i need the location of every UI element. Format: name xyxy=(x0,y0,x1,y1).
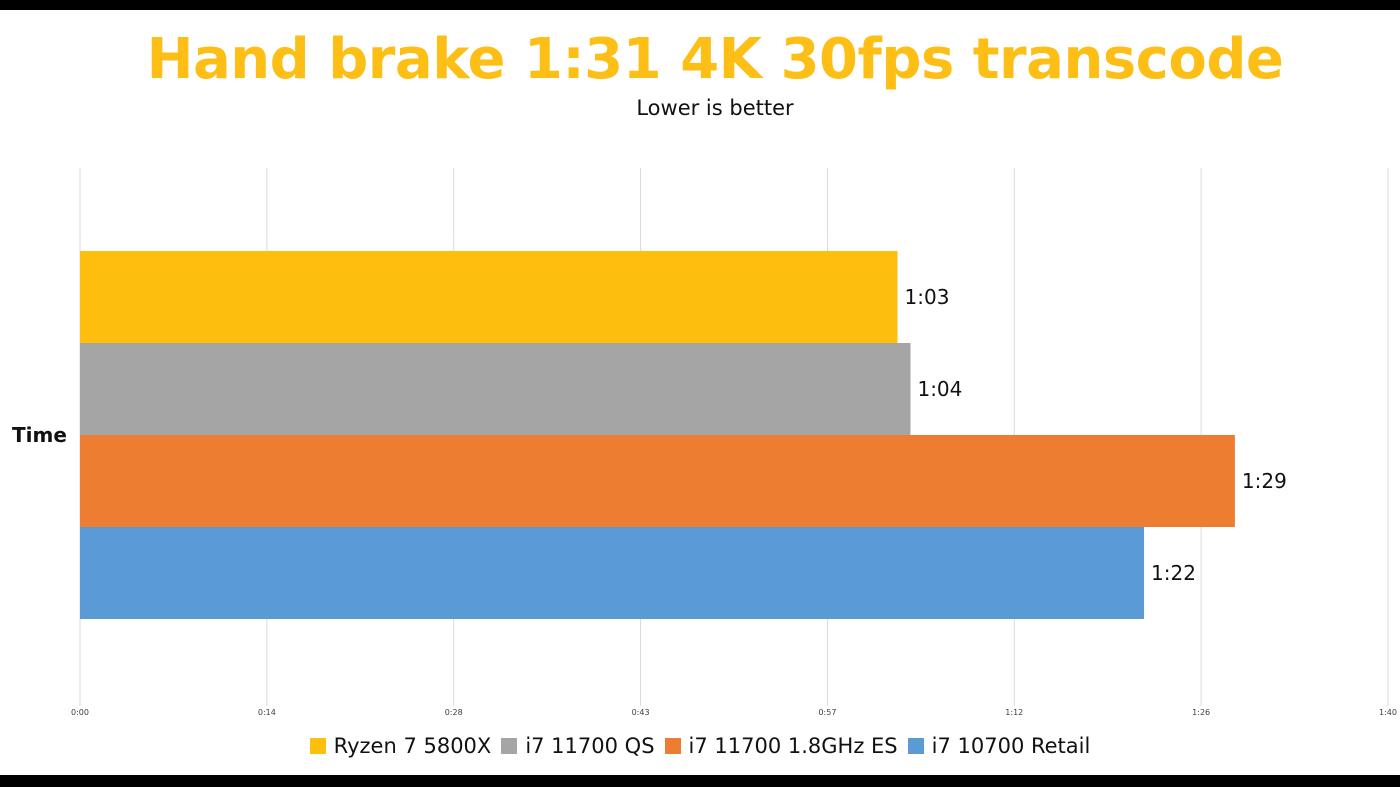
data-labels: 1:03 1:04 1:29 1:22 xyxy=(905,285,1287,585)
bar xyxy=(80,435,1235,527)
chart-frame: Hand brake 1:31 4K 30fps transcode Lower… xyxy=(0,10,1400,775)
legend-item: Ryzen 7 5800X xyxy=(309,734,492,758)
chart-title: Hand brake 1:31 4K 30fps transcode xyxy=(146,27,1284,92)
legend-item: i7 11700 QS xyxy=(501,734,655,758)
legend-swatch xyxy=(907,738,924,754)
legend-item: i7 11700 1.8GHz ES xyxy=(664,734,898,758)
legend-swatch xyxy=(664,738,681,754)
bar-value-label: 1:22 xyxy=(1151,561,1196,585)
x-tick-label: 0:00 xyxy=(71,708,89,717)
x-tick-label: 1:40 xyxy=(1379,708,1397,717)
x-tick-label: 0:28 xyxy=(445,708,463,717)
legend-label: i7 10700 Retail xyxy=(931,734,1091,758)
legend-label: Ryzen 7 5800X xyxy=(333,734,492,758)
bar-value-label: 1:03 xyxy=(905,285,950,309)
bar-value-label: 1:29 xyxy=(1242,469,1287,493)
x-axis-ticks: 0:00 0:14 0:28 0:43 0:57 1:12 1:26 1:40 xyxy=(71,708,1397,717)
legend-swatch xyxy=(501,738,518,754)
category-label: Time xyxy=(12,423,67,447)
x-tick-label: 0:57 xyxy=(818,708,836,717)
bar xyxy=(80,343,911,435)
legend-label: i7 11700 QS xyxy=(525,734,655,758)
x-tick-label: 1:26 xyxy=(1192,708,1210,717)
legend-item: i7 10700 Retail xyxy=(907,734,1091,758)
bar xyxy=(80,527,1145,619)
x-tick-label: 0:43 xyxy=(632,708,650,717)
bar-chart: 1:03 1:04 1:29 1:22 0:00 0:14 0:28 0:43 0:57 1:1… xyxy=(12,168,1397,717)
y-axis-categories: Time xyxy=(12,423,67,447)
x-tick-label: 1:12 xyxy=(1005,708,1023,717)
legend: Ryzen 7 5800X i7 11700 QS i7 11700 1.8GHz … xyxy=(0,734,1400,758)
chart-subtitle: Lower is better xyxy=(636,96,794,120)
legend-swatch xyxy=(309,738,326,754)
bar-value-label: 1:04 xyxy=(917,377,962,401)
bar xyxy=(80,251,898,343)
bars xyxy=(80,251,1235,619)
x-tick-label: 0:14 xyxy=(258,708,276,717)
legend-label: i7 11700 1.8GHz ES xyxy=(688,734,898,758)
